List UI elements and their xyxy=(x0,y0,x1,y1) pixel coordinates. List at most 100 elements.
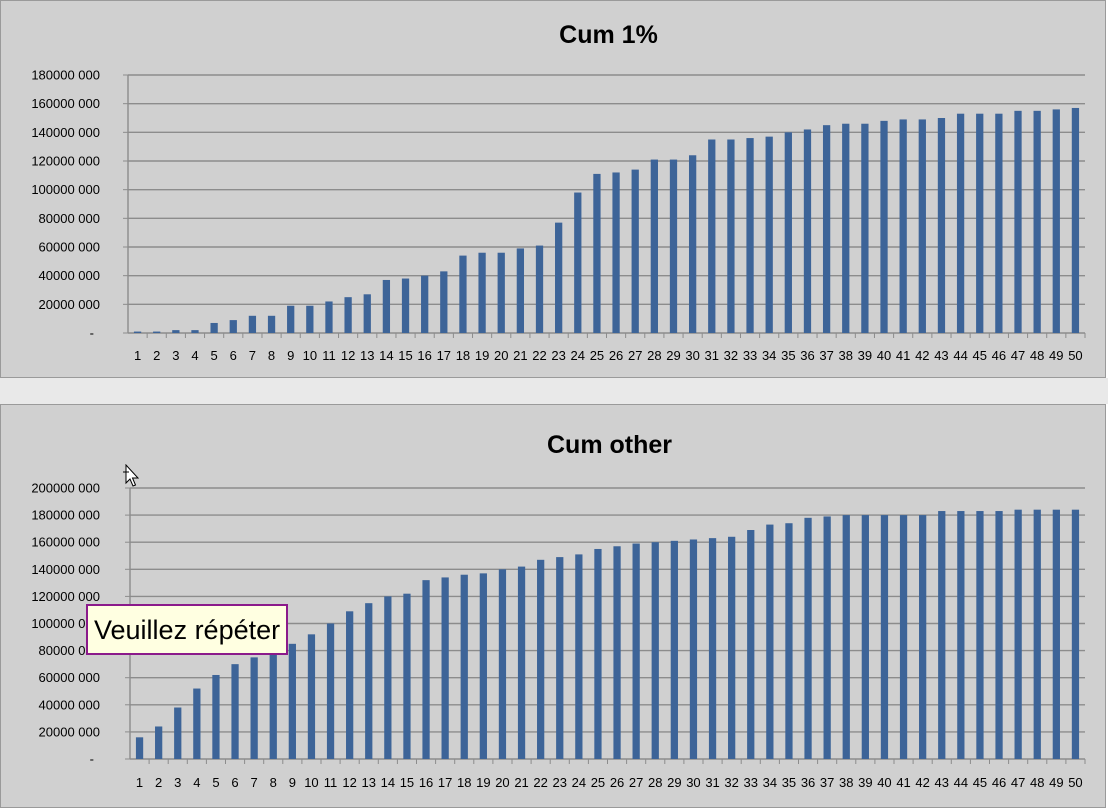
chart2-xtick-label: 2 xyxy=(155,775,162,790)
chart2-bar-49 xyxy=(1052,509,1060,759)
chart2-bar-29 xyxy=(670,540,678,759)
chart1-xtick-label: 38 xyxy=(839,348,853,363)
chart1-xtick-label: 20 xyxy=(494,348,508,363)
chart1-bar-24 xyxy=(574,192,582,333)
chart2-xtick-label: 50 xyxy=(1068,775,1082,790)
chart2-bar-45 xyxy=(976,511,984,759)
chart2-xtick-label: 43 xyxy=(935,775,949,790)
chart2-xtick-label: 13 xyxy=(362,775,376,790)
chart2-bar-15 xyxy=(403,593,411,759)
chart1-xtick-label: 15 xyxy=(398,348,412,363)
chart1-xtick-label: 16 xyxy=(417,348,431,363)
chart2-xtick-label: 1 xyxy=(136,775,143,790)
chart1-xtick-label: 46 xyxy=(992,348,1006,363)
chart2-bar-31 xyxy=(708,538,717,759)
chart2-bar-7 xyxy=(250,657,258,759)
panel-separator xyxy=(0,378,1108,404)
chart1-xtick-label: 29 xyxy=(666,348,680,363)
chart1-xtick-label: 23 xyxy=(551,348,565,363)
chart1-ytick-label: 80000 000 xyxy=(39,211,100,226)
chart1-xtick-label: 12 xyxy=(341,348,355,363)
chart1-bar-48 xyxy=(1033,110,1041,333)
chart2-bar-12 xyxy=(346,611,354,759)
chart2-ytick-label: 20000 000 xyxy=(39,724,100,739)
chart1-xtick-label: 26 xyxy=(609,348,623,363)
chart1-bar-17 xyxy=(440,271,448,333)
chart1-xtick-label: 6 xyxy=(230,348,237,363)
chart1-xtick-label: 34 xyxy=(762,348,776,363)
chart2-xtick-label: 48 xyxy=(1030,775,1044,790)
chart1-bar-4 xyxy=(191,330,199,333)
chart2-xtick-label: 33 xyxy=(744,775,758,790)
chart1-bar-45 xyxy=(976,113,984,333)
chart2-xtick-label: 12 xyxy=(342,775,356,790)
chart1-bar-34 xyxy=(765,136,773,333)
chart2-bar-22 xyxy=(537,559,545,759)
chart2-xtick-label: 9 xyxy=(289,775,296,790)
chart1-bar-12 xyxy=(344,297,352,333)
chart2-xtick-label: 36 xyxy=(801,775,815,790)
chart1-xtick-label: 35 xyxy=(781,348,795,363)
chart-panel-cum-other: Cum other - 20000 000 40000 000 60000 000 800… xyxy=(0,404,1106,808)
chart2-bar-43 xyxy=(938,511,946,759)
chart1-ytick-label: 20000 000 xyxy=(39,297,100,312)
chart2-bar-41 xyxy=(899,515,908,759)
chart2-xtick-label: 38 xyxy=(839,775,853,790)
chart2-ytick-label: 140000 000 xyxy=(31,562,100,577)
chart2-xtick-label: 41 xyxy=(896,775,910,790)
chart2-xtick-label: 3 xyxy=(174,775,181,790)
chart1-bar-20 xyxy=(497,252,505,333)
chart2-ytick-label: 40000 000 xyxy=(39,697,100,712)
chart1-bar-37 xyxy=(822,125,831,334)
chart1-bar-18 xyxy=(459,255,467,333)
chart2-bar-19 xyxy=(479,573,487,759)
chart1-xtick-label: 36 xyxy=(800,348,814,363)
chart2-xtick-label: 18 xyxy=(457,775,471,790)
chart1-xtick-label: 47 xyxy=(1011,348,1025,363)
chart2-xtick-label: 47 xyxy=(1011,775,1025,790)
chart2-xtick-label: 32 xyxy=(724,775,738,790)
chart1-bar-44 xyxy=(956,113,965,333)
chart2-bar-26 xyxy=(613,546,621,759)
chart1-bar-14 xyxy=(382,279,391,333)
chart2-bar-28 xyxy=(651,542,659,759)
chart1-xtick-label: 10 xyxy=(303,348,317,363)
chart2-bar-33 xyxy=(747,530,755,759)
chart2-xtick-label: 27 xyxy=(629,775,643,790)
chart1-bar-15 xyxy=(401,278,410,333)
chart2-xtick-label: 31 xyxy=(705,775,719,790)
chart1-xtick-label: 43 xyxy=(934,348,948,363)
chart1-xtick-label: 5 xyxy=(211,348,218,363)
chart2-bar-50 xyxy=(1071,509,1080,759)
chart2-ytick-label: 120000 000 xyxy=(31,589,100,604)
chart2-xtick-label: 7 xyxy=(251,775,258,790)
chart2-ytick-label: 60000 000 xyxy=(39,670,100,685)
chart1-bar-30 xyxy=(688,155,697,333)
chart1-bar-16 xyxy=(421,275,429,333)
chart1-xtick-label: 24 xyxy=(571,348,585,363)
chart2-bar-27 xyxy=(632,543,640,759)
chart2-bar-9 xyxy=(288,643,296,759)
chart2-bar-37 xyxy=(823,516,831,759)
chart2-bar-40 xyxy=(880,515,889,759)
chart2-bar-2 xyxy=(155,726,163,759)
chart2-bar-8 xyxy=(269,653,277,759)
chart1-bar-10 xyxy=(306,305,314,333)
chart1-xtick-label: 3 xyxy=(172,348,179,363)
chart2-ytick-label: 80000 000 xyxy=(39,643,100,658)
chart2-xtick-label: 37 xyxy=(820,775,834,790)
chart1-xtick-label: 11 xyxy=(322,348,336,363)
chart1-xtick-label: 25 xyxy=(590,348,604,363)
chart2-xtick-label: 8 xyxy=(270,775,277,790)
chart2-title: Cum other xyxy=(547,431,672,459)
chart1-ytick-label: 160000 000 xyxy=(31,96,100,111)
chart1-bar-7 xyxy=(248,315,257,333)
chart2-bar-20 xyxy=(498,569,507,759)
chart2-xtick-label: 25 xyxy=(591,775,605,790)
chart2-bar-34 xyxy=(766,524,774,759)
chart2-xtick-label: 17 xyxy=(438,775,452,790)
chart1-bar-8 xyxy=(267,315,276,333)
chart1-ytick-label: 140000 000 xyxy=(31,125,100,140)
chart2-bar-1 xyxy=(135,737,144,759)
chart1-bar-21 xyxy=(516,248,525,333)
